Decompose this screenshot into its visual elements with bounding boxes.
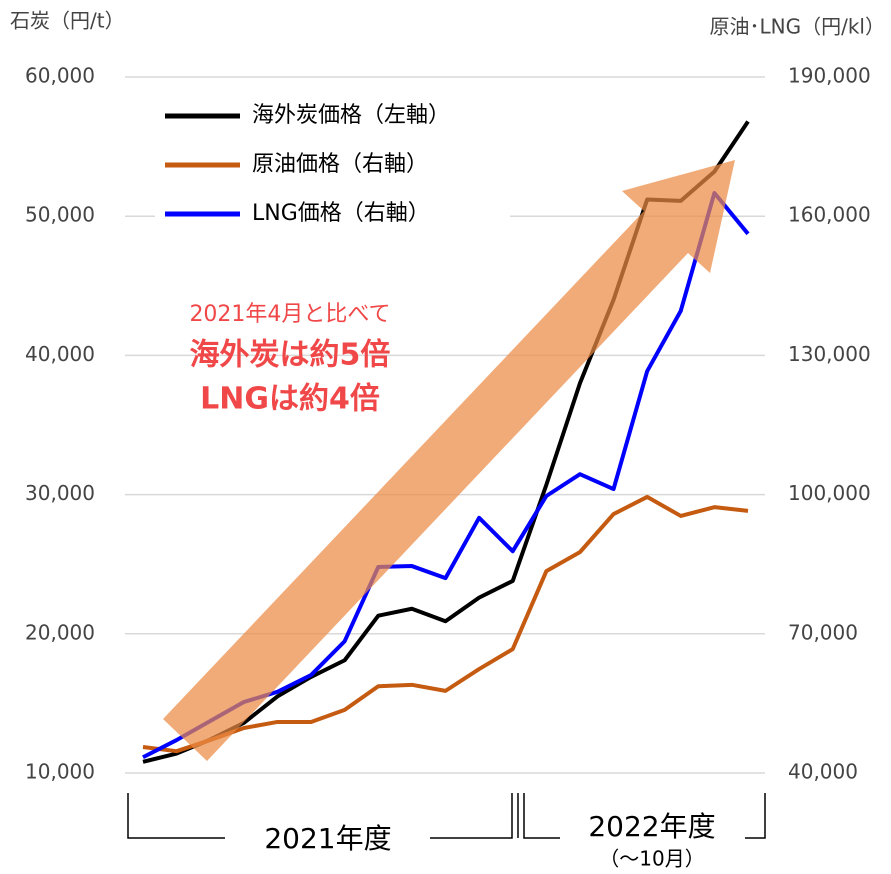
- y-tick-label: 60,000: [25, 64, 95, 88]
- y2-tick-label: 40,000: [788, 760, 858, 784]
- series-line: [142, 494, 749, 754]
- annotation: LNGは約4倍: [200, 382, 380, 417]
- annotation: 海外炭は約5倍: [190, 338, 391, 373]
- bracket: [127, 793, 519, 839]
- legend: 海外炭価格（左軸） 原油価格（右軸） LNG価格（右軸）: [165, 103, 450, 226]
- y-tick-label: 20,000: [25, 620, 95, 644]
- group-label: （～10月）: [599, 847, 704, 871]
- y2-tick-label: 100,000: [788, 481, 871, 505]
- y-tick-label: 50,000: [25, 203, 95, 227]
- y2-axis-label: 原油･LNG（円/kl）: [710, 15, 885, 39]
- y2-tick-label: 160,000: [788, 203, 871, 227]
- y2-tick-label: 190,000: [788, 64, 871, 88]
- legend-label: LNG価格（右軸）: [252, 201, 430, 226]
- legend-label: 海外炭価格（左軸）: [252, 103, 450, 128]
- group-label: 2022年度: [588, 810, 715, 843]
- bracket: [523, 793, 766, 839]
- y-tick-label: 30,000: [25, 481, 95, 505]
- legend-label: 原油価格（右軸）: [252, 152, 428, 177]
- y2-tick-label: 70,000: [788, 620, 858, 644]
- annotation: 2021年4月と比べて: [189, 302, 390, 327]
- y-tick-label: 10,000: [25, 760, 95, 784]
- group-label: 2021年度: [264, 822, 391, 855]
- trend-arrow: [163, 160, 735, 761]
- y2-tick-label: 130,000: [788, 342, 871, 366]
- y-axis-label: 石炭（円/t）: [10, 9, 125, 33]
- y-tick-label: 40,000: [25, 342, 95, 366]
